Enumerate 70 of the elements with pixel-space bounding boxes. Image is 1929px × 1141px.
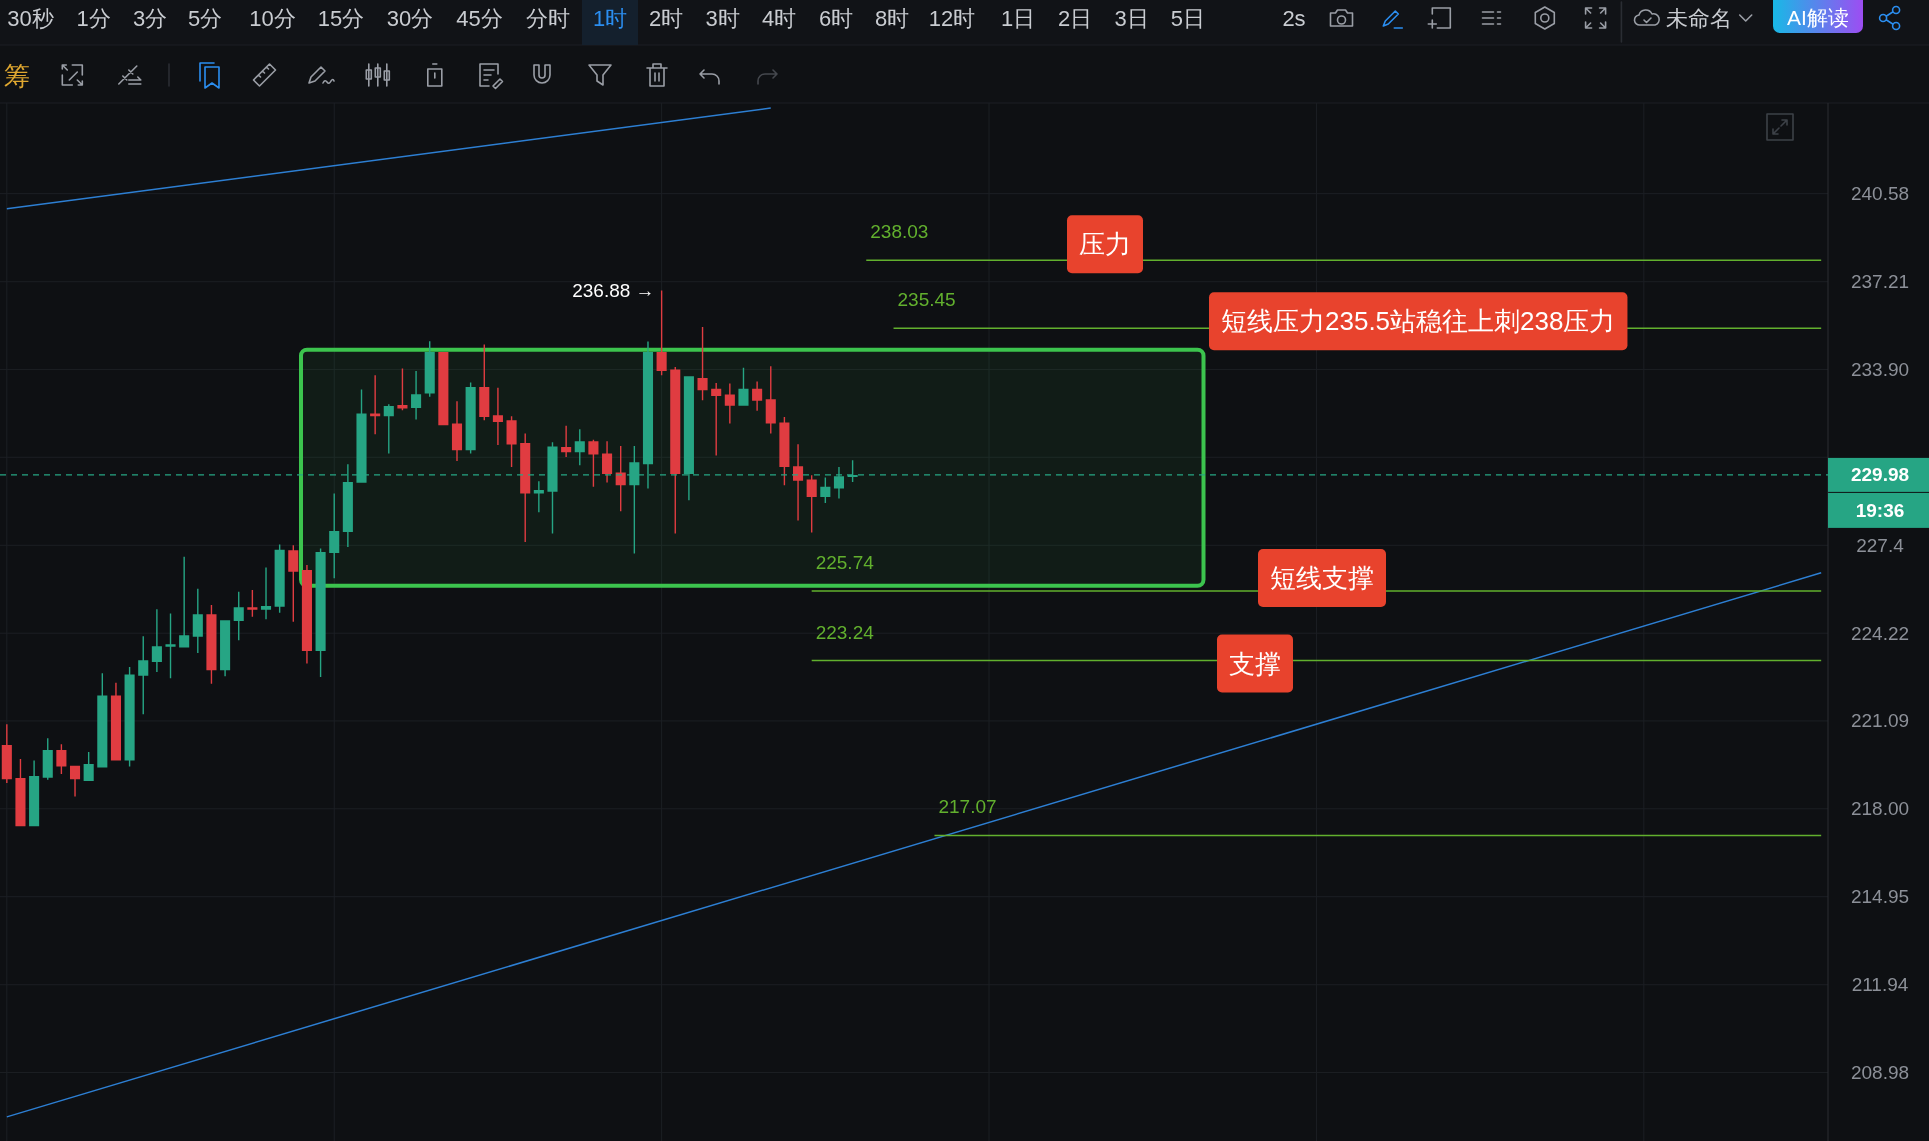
y-tick-label: 233.90 [1850,358,1910,380]
text: 2时 [648,5,684,31]
data-label: 225.74 [815,552,875,574]
candlestick [724,383,735,424]
candlestick [451,401,463,462]
y-tick-label: 240.58 [1850,183,1910,205]
candlestick [602,441,613,483]
annotation: 236.88 → [572,279,655,301]
text: 未命名 [1665,5,1732,31]
data-label: 223.24 [815,621,875,643]
y-tick-label: 227.4 [1856,534,1905,556]
ref-label: 229.98 [1828,457,1929,492]
data-label: 235.45 [897,289,956,311]
text: AI解读 [1787,5,1849,29]
text: 2s [1282,5,1306,31]
text: 分时 [526,5,570,31]
y-tick-label: 214.95 [1850,886,1910,908]
text: 1时 [592,5,628,31]
note: 压力 [1067,215,1143,274]
candlestick [738,367,749,406]
y-tick-label: 218.00 [1850,798,1910,820]
candlestick [151,609,162,673]
text: 筹 [4,61,30,91]
data-label: 217.07 [938,796,997,818]
candlestick [260,567,272,620]
y-tick-label: 208.98 [1850,1062,1910,1084]
note: 支撑 [1217,634,1293,693]
y-tick-label: 224.22 [1850,622,1910,644]
candlestick [533,481,544,513]
text: 30秒 [7,5,54,31]
candlestick [1,724,12,784]
text: 45分 [456,5,503,31]
y-tick-label: 237.21 [1850,271,1910,293]
ref-line-label: 229.98 [1850,464,1910,486]
countdown: 19:36 [1828,492,1929,528]
candlestick [793,444,804,521]
text: 5日 [1170,5,1205,31]
candlestick [69,765,81,797]
y-tick-label: 221.09 [1850,710,1910,732]
text: 15分 [317,5,365,31]
text: 10分 [249,5,296,31]
data-label: 238.03 [870,221,929,243]
note: 短线压力235.5站稳往上刺238压力 [1209,292,1628,351]
y-tick-label: 211.94 [1851,974,1909,996]
candlestick [15,758,26,827]
annotation: 支撑 [1229,648,1281,679]
candlestick [711,383,722,456]
text: 12时 [928,5,976,31]
candlestick [192,588,203,653]
candlestick [561,425,572,458]
text: 1分 [76,5,111,31]
note: 短线支撑 [1258,549,1386,608]
candlestick [179,556,190,648]
annotation: 短线压力235.5站稳往上刺238压力 [1221,306,1616,337]
text: 3时 [705,5,740,31]
candlestick [411,371,422,420]
text: 5分 [187,5,223,31]
candlestick [752,381,763,411]
candlestick [492,387,503,446]
text: 4时 [761,5,797,31]
text: 30分 [386,5,434,31]
annotation: 压力 [1079,229,1131,260]
text: 6时 [818,5,854,31]
candlestick [370,375,381,435]
annotation: 短线支撑 [1270,563,1374,594]
text: 1日 [1000,5,1036,31]
text: 3日 [1114,5,1149,31]
text: 8时 [874,5,910,31]
text: 3分 [132,5,168,31]
text: 2日 [1057,5,1093,31]
